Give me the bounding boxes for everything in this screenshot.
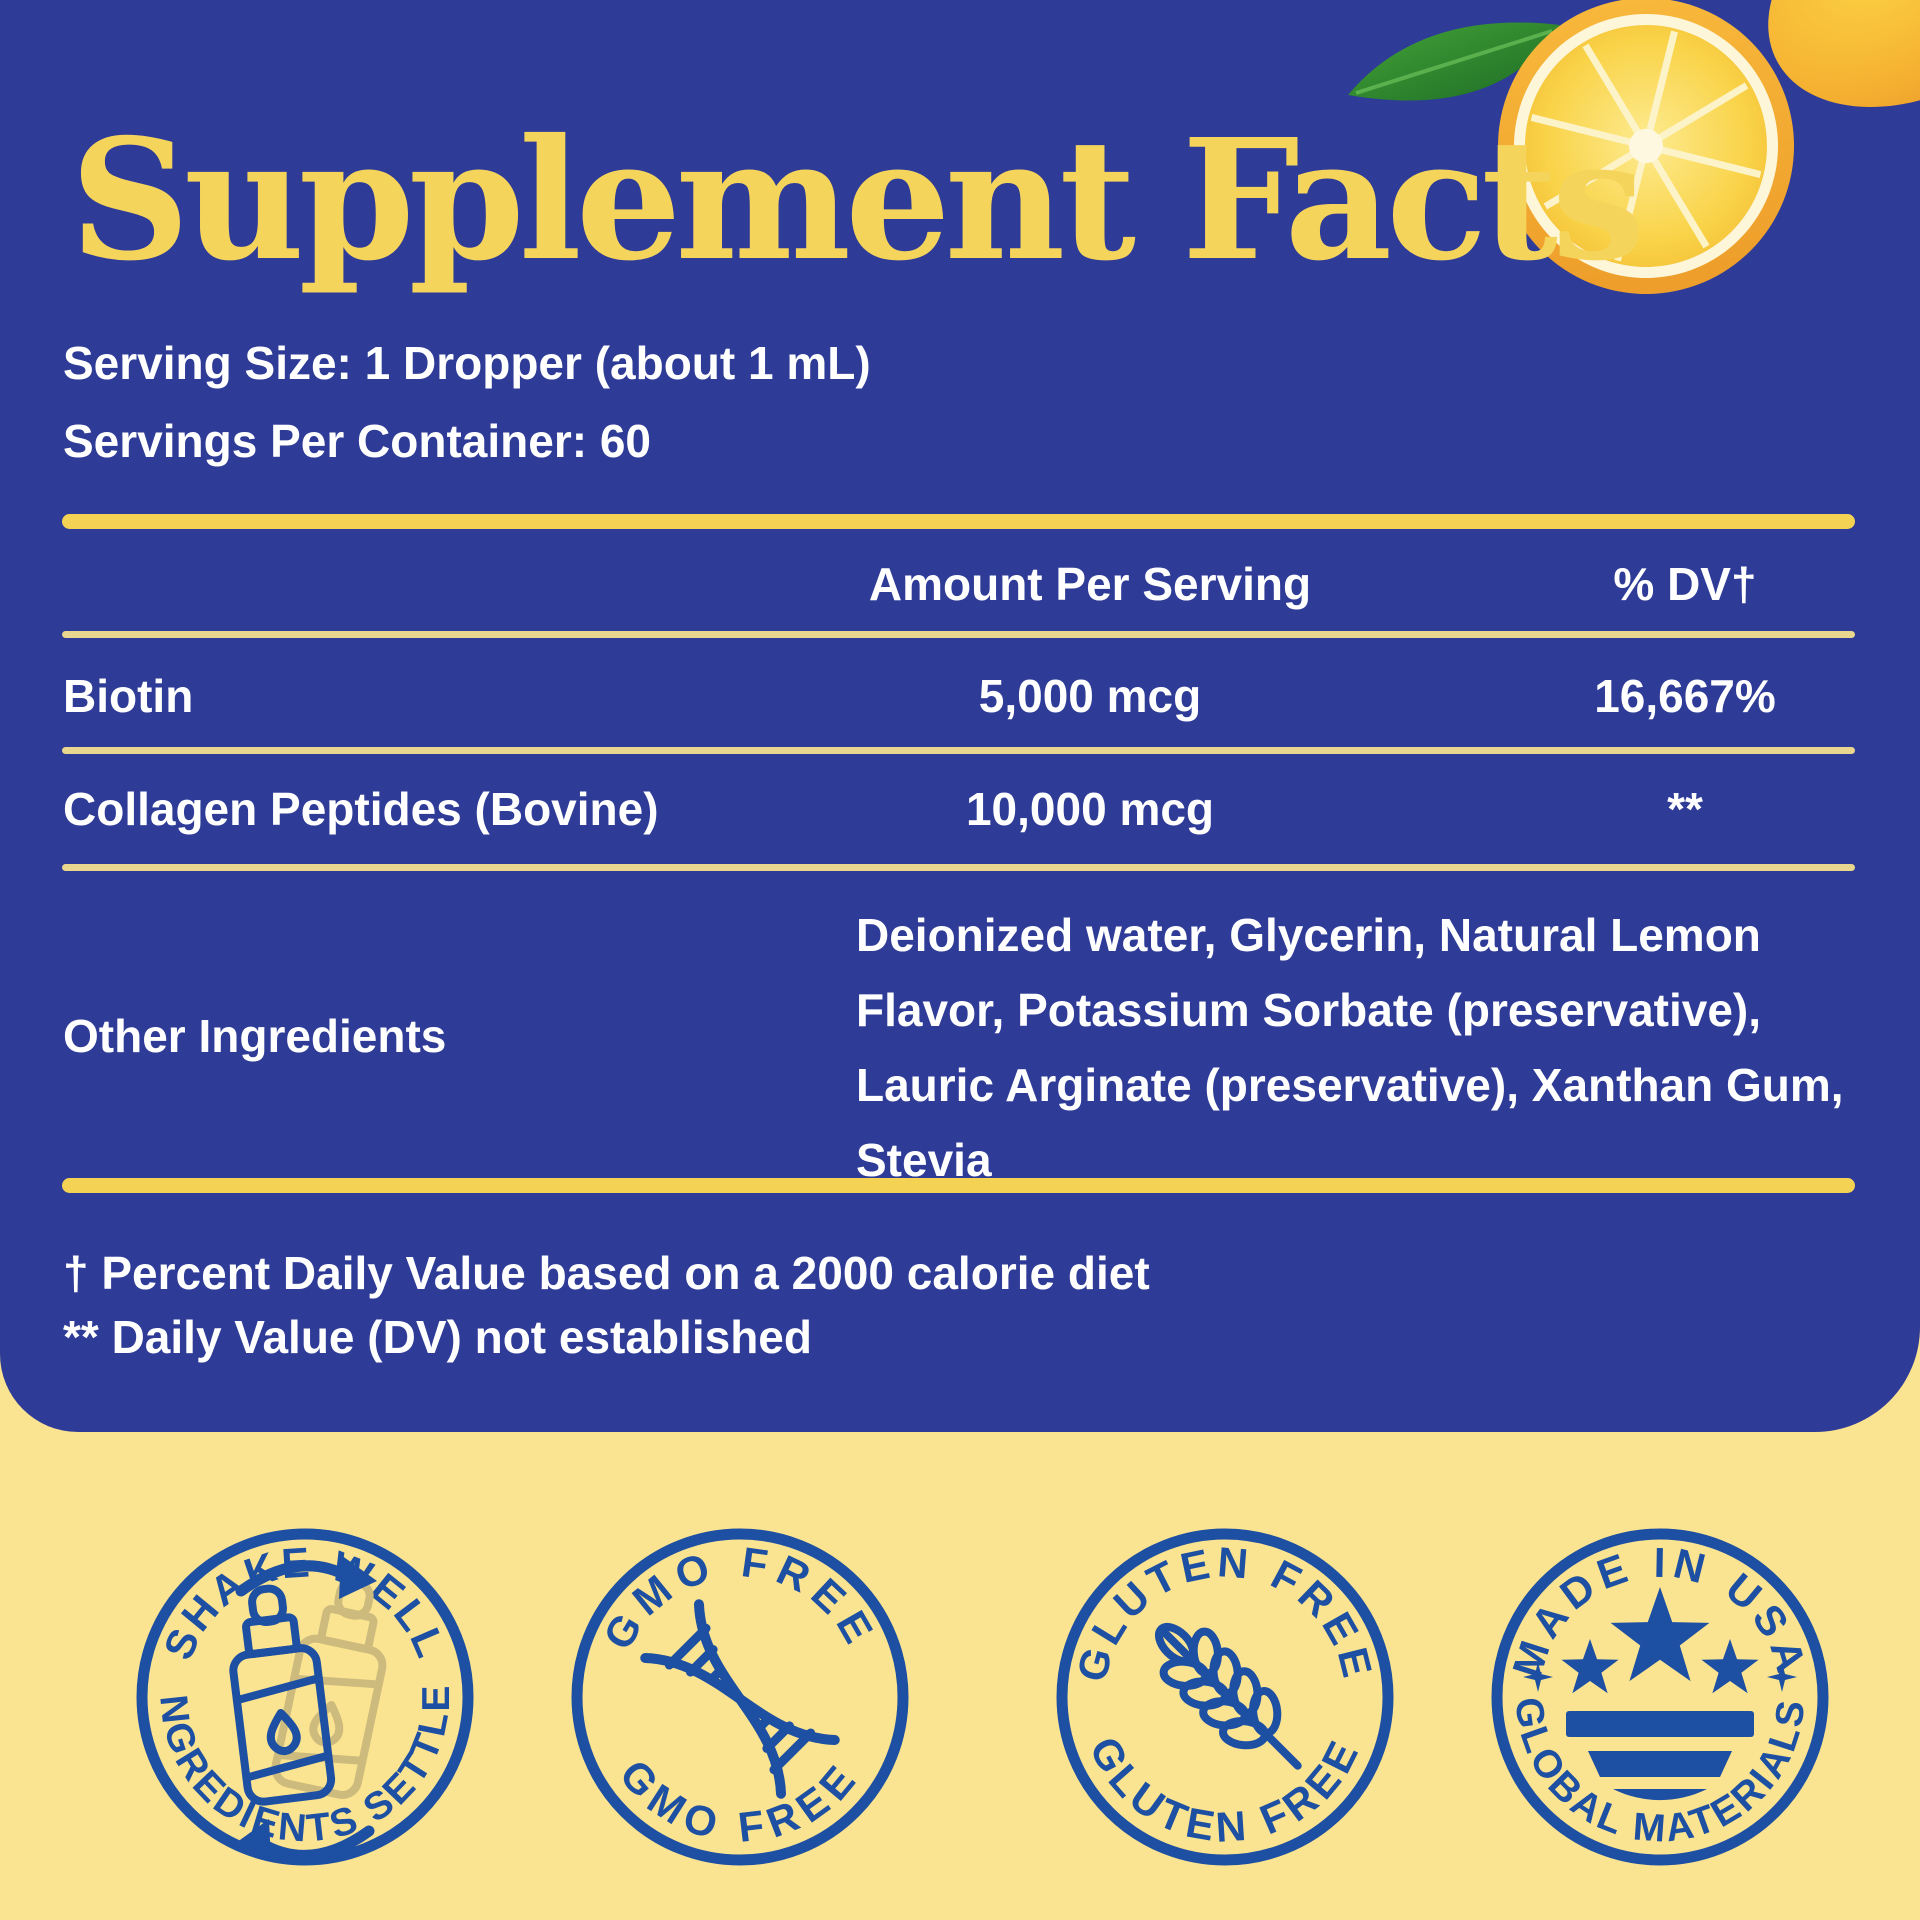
footnote-daily-value: † Percent Daily Value based on a 2000 ca… <box>63 1247 1150 1299</box>
footnote-dv-not-established: ** Daily Value (DV) not established <box>63 1311 812 1363</box>
page-title: Supplement Facts <box>70 103 1645 298</box>
table-row-amount: 10,000 mcg <box>965 783 1215 835</box>
dna-icon <box>640 1599 840 1799</box>
stars-stripes-icon <box>1523 1587 1797 1801</box>
table-row-name: Biotin <box>63 670 194 722</box>
divider-thick-top <box>62 514 1855 529</box>
badge-made-in-usa: MADE IN USA GLOBAL MATERIALS <box>1491 1528 1829 1866</box>
divider-thin-3 <box>62 864 1855 871</box>
servings-per-container-text: Servings Per Container: 60 <box>63 415 651 467</box>
table-row-amount: 5,000 mcg <box>978 670 1202 722</box>
badge-shake-well: SHAKE WELL INGREDIENTS SETTLE <box>135 1527 474 1866</box>
leaf-icon <box>1348 22 1560 101</box>
badge-gluten-free: GLUTEN FREE GLUTEN FREE <box>1056 1528 1394 1866</box>
badge-gmo-free: GMO FREE GMO FREE <box>571 1528 909 1866</box>
table-row-dv: 16,667% <box>1594 670 1776 722</box>
divider-thin-1 <box>62 631 1855 638</box>
divider-thin-2 <box>62 747 1855 754</box>
lemon-slice-image <box>1498 0 1794 294</box>
divider-thick-bottom <box>62 1178 1855 1193</box>
column-header-amount: Amount Per Serving <box>868 558 1312 610</box>
column-header-dv: % DV† <box>1613 558 1757 610</box>
badge-top-text: GMO FREE <box>594 1538 886 1657</box>
dropper-bottles-icon <box>224 1555 399 1861</box>
whole-lemon-image <box>1768 0 1920 107</box>
other-ingredients-label: Other Ingredients <box>63 1010 447 1062</box>
other-ingredients-value: Deionized water, Glycerin, Natural Lemon… <box>856 909 1844 1186</box>
badge-top-text: GLUTEN FREE <box>1068 1538 1383 1686</box>
badge-bottom-text: GLUTEN FREE <box>1081 1729 1370 1850</box>
supplement-facts-panel: Supplement Facts Serving Size: 1 Dropper… <box>0 0 1920 1432</box>
table-row-dv: ** <box>1667 783 1703 835</box>
wheat-icon <box>1154 1622 1302 1770</box>
serving-size-text: Serving Size: 1 Dropper (about 1 mL) <box>63 337 871 389</box>
table-row-name: Collagen Peptides (Bovine) <box>63 783 659 835</box>
